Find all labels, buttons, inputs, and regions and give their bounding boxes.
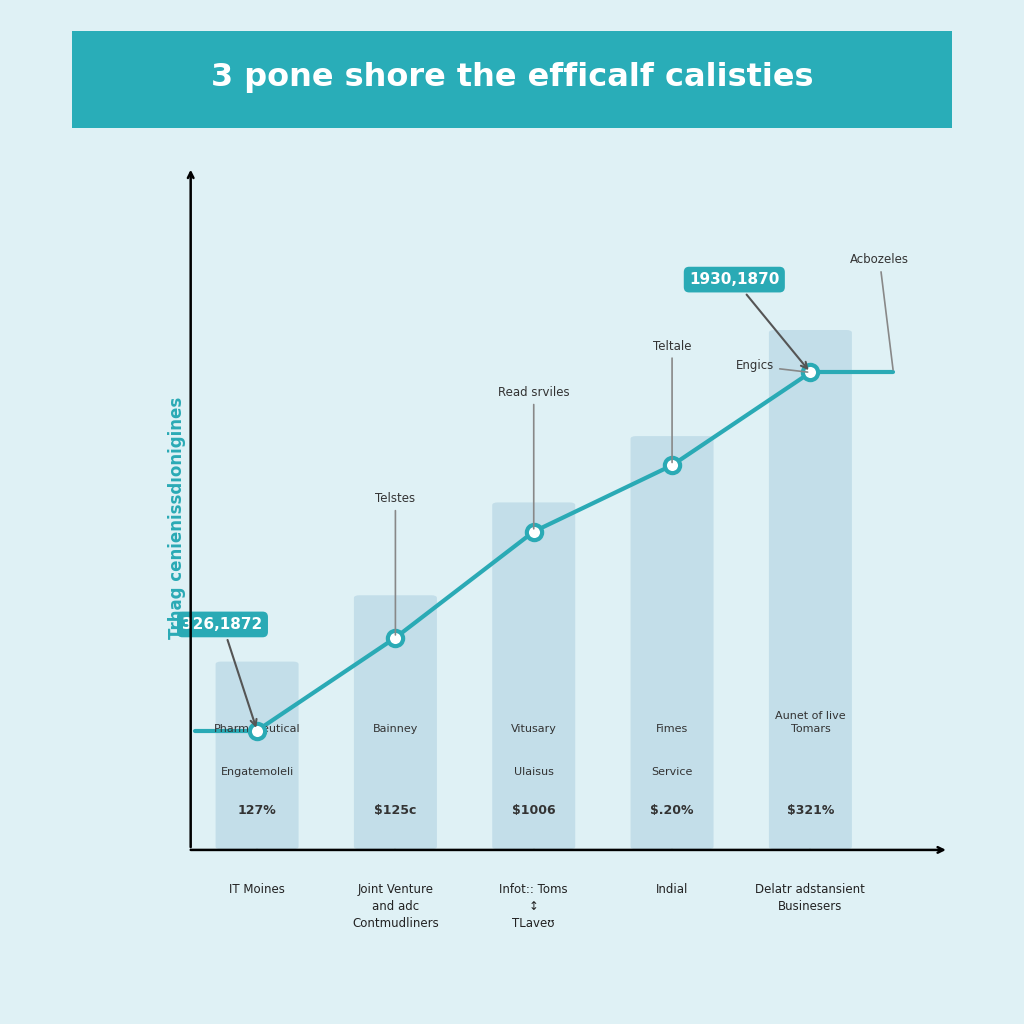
Text: Read srviles: Read srviles bbox=[498, 386, 569, 528]
Text: 127%: 127% bbox=[238, 804, 276, 817]
Text: IT Moines: IT Moines bbox=[229, 883, 285, 896]
Text: 326,1872: 326,1872 bbox=[182, 616, 262, 726]
Text: Ulaisus: Ulaisus bbox=[514, 767, 554, 777]
FancyBboxPatch shape bbox=[493, 503, 575, 849]
Text: Delatr adstansient
Businesers: Delatr adstansient Businesers bbox=[756, 883, 865, 913]
Text: Engatemoleli: Engatemoleli bbox=[220, 767, 294, 777]
FancyBboxPatch shape bbox=[631, 436, 714, 849]
Text: $125c: $125c bbox=[374, 804, 417, 817]
Text: $321%: $321% bbox=[786, 804, 835, 817]
FancyBboxPatch shape bbox=[0, 24, 1024, 135]
Text: Bainney: Bainney bbox=[373, 724, 418, 734]
FancyBboxPatch shape bbox=[216, 662, 299, 849]
Text: Aunet of live
Tomars: Aunet of live Tomars bbox=[775, 712, 846, 734]
Text: Joint Venture
and adc
Contmudliners: Joint Venture and adc Contmudliners bbox=[352, 883, 438, 930]
Text: Indial: Indial bbox=[656, 883, 688, 896]
Text: $.20%: $.20% bbox=[650, 804, 694, 817]
FancyBboxPatch shape bbox=[354, 595, 437, 849]
Text: Fimes: Fimes bbox=[656, 724, 688, 734]
Text: Infot:: Toms
↕
TLaveʊ: Infot:: Toms ↕ TLaveʊ bbox=[500, 883, 568, 930]
Text: Engics: Engics bbox=[736, 359, 808, 373]
Text: Vitusary: Vitusary bbox=[511, 724, 557, 734]
Text: 1930,1870: 1930,1870 bbox=[689, 272, 807, 369]
Text: Telstes: Telstes bbox=[376, 493, 416, 635]
Text: Pharmaceutical: Pharmaceutical bbox=[214, 724, 300, 734]
FancyBboxPatch shape bbox=[769, 330, 852, 849]
Text: Teltale: Teltale bbox=[653, 340, 691, 463]
Text: Service: Service bbox=[651, 767, 693, 777]
Text: 3 pone shore the efficalf calisties: 3 pone shore the efficalf calisties bbox=[211, 61, 813, 93]
Text: $1006: $1006 bbox=[512, 804, 556, 817]
Text: Trhag cenienissdıonigines: Trhag cenienissdıonigines bbox=[168, 397, 185, 639]
Text: Acbozeles: Acbozeles bbox=[850, 253, 909, 370]
